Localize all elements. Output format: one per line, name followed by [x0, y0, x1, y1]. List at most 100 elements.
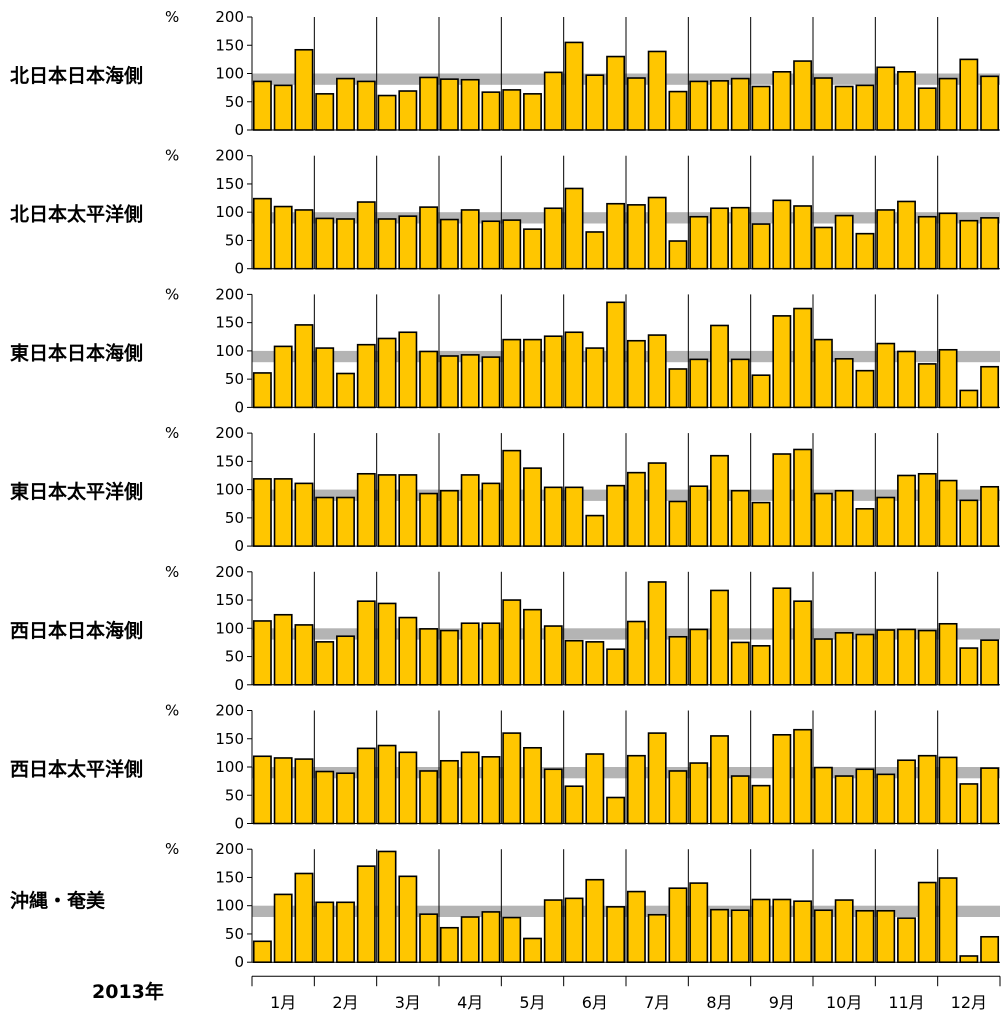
bar	[356, 865, 376, 964]
bar	[585, 878, 605, 964]
bar	[564, 187, 584, 270]
bar	[377, 218, 397, 270]
bar	[855, 84, 875, 131]
bar	[294, 758, 314, 825]
bar	[710, 454, 729, 547]
region-name: 沖縄・奄美	[10, 889, 106, 912]
bar	[647, 50, 667, 131]
bar	[876, 629, 896, 686]
bar	[813, 638, 833, 686]
bar	[813, 226, 833, 270]
bar	[439, 926, 459, 963]
bar	[626, 620, 646, 686]
bar	[606, 906, 626, 964]
y-tick-label: 100	[215, 342, 244, 360]
bar	[252, 80, 272, 131]
region-name: 北日本日本海側	[10, 64, 143, 87]
bar	[460, 474, 480, 547]
bar	[564, 639, 584, 686]
y-tick-label: 150	[215, 314, 244, 332]
panel-2: 0 50 100 150 200% 東日本日本海側	[10, 285, 1000, 416]
bar	[273, 205, 293, 270]
bar	[315, 641, 335, 686]
bar	[876, 909, 896, 963]
bar	[772, 71, 792, 131]
bar	[439, 218, 459, 270]
y-tick-label: 0	[234, 815, 244, 833]
bar	[834, 632, 854, 686]
bar	[315, 347, 335, 409]
bar	[564, 41, 584, 131]
bar	[460, 622, 480, 686]
bar	[398, 331, 418, 409]
bar	[543, 625, 563, 686]
bar	[543, 207, 563, 270]
y-tick-label: 200	[215, 563, 244, 581]
bar	[523, 93, 542, 131]
bar	[855, 232, 875, 270]
bar	[336, 496, 355, 547]
bar	[398, 474, 418, 547]
y-tick-label: 200	[215, 424, 244, 442]
bar	[481, 622, 501, 686]
panel-4: 0 50 100 150 200% 西日本日本海側	[10, 563, 1000, 694]
bar	[252, 197, 272, 270]
bar	[252, 755, 272, 825]
y-tick-label: 100	[215, 65, 244, 83]
bar	[751, 374, 771, 409]
bar	[377, 94, 397, 131]
bar	[543, 486, 563, 547]
unit-label: %	[165, 840, 179, 858]
bar	[460, 354, 480, 409]
bar	[668, 240, 688, 270]
bar	[585, 347, 605, 409]
y-tick-label: 100	[215, 897, 244, 915]
y-tick-label: 0	[234, 676, 244, 694]
bar	[377, 474, 397, 547]
bar	[689, 215, 709, 270]
bar	[897, 917, 916, 964]
bar	[710, 589, 729, 686]
bar	[730, 358, 750, 409]
bar	[377, 337, 397, 409]
bar	[751, 501, 771, 547]
bar	[855, 508, 875, 547]
bar	[813, 492, 833, 547]
bar	[876, 342, 896, 409]
bar	[419, 770, 439, 825]
region-name: 東日本太平洋側	[10, 480, 143, 503]
bar	[917, 881, 937, 963]
bar	[336, 372, 355, 409]
bar	[252, 372, 272, 409]
bar	[606, 301, 626, 409]
bar	[980, 639, 1000, 686]
bar	[897, 474, 916, 547]
bar	[377, 602, 397, 686]
bar	[356, 80, 376, 131]
bar	[897, 628, 916, 686]
bar	[959, 499, 979, 547]
bar	[689, 628, 709, 686]
bar	[917, 472, 937, 547]
y-tick-label: 200	[215, 8, 244, 26]
bar	[252, 478, 272, 547]
bar	[730, 641, 750, 686]
bar	[772, 453, 792, 547]
bar	[959, 647, 979, 686]
bar	[710, 908, 729, 964]
bar	[336, 772, 355, 825]
month-label: 12月	[951, 993, 987, 1012]
bar	[813, 77, 833, 131]
bar	[876, 773, 896, 825]
bar	[564, 331, 584, 409]
bar	[315, 217, 335, 270]
panel-6: 0 50 100 150 200% 沖縄・奄美	[10, 840, 1000, 971]
bar	[772, 733, 792, 825]
bar	[315, 770, 335, 825]
bar	[917, 363, 937, 409]
bar	[564, 785, 584, 825]
bar	[481, 756, 501, 825]
month-label: 4月	[457, 993, 483, 1012]
bar	[523, 467, 542, 547]
bar	[917, 629, 937, 686]
